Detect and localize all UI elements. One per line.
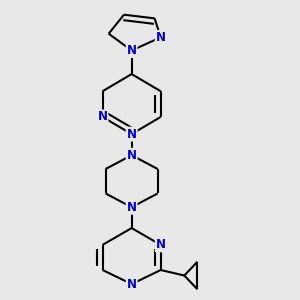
Text: N: N [156, 238, 166, 251]
Text: N: N [127, 149, 136, 162]
Text: N: N [156, 31, 166, 44]
Text: N: N [127, 201, 136, 214]
Text: N: N [127, 128, 136, 141]
Text: N: N [127, 44, 136, 57]
Text: N: N [127, 278, 136, 291]
Text: N: N [98, 110, 108, 123]
